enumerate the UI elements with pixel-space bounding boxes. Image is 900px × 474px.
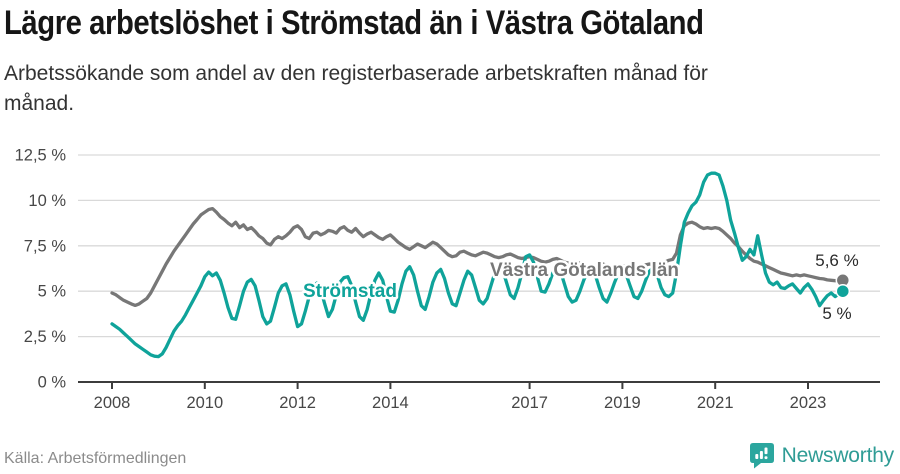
series-end-dot-stromstad <box>835 283 851 299</box>
chart-plot-area: 0 % 2,5 % 5 % 7,5 % 10 % 12,5 % 2008 2010 2012 20… <box>15 147 880 412</box>
series-line-stromstad <box>110 171 845 359</box>
y-axis-label: 10 % <box>28 192 66 210</box>
series-label-vastra-gotalands-lan: Västra Götalands län <box>490 260 679 281</box>
series-line-vastra_gotaland <box>110 206 845 308</box>
source-note: Källa: Arbetsförmedlingen <box>4 450 187 467</box>
x-axis-label: 2023 <box>790 394 827 412</box>
x-axis-label: 2019 <box>604 394 641 412</box>
x-axis-label: 2010 <box>186 394 223 412</box>
x-axis-label: 2008 <box>94 394 131 412</box>
x-axis-label: 2021 <box>697 394 734 412</box>
chart-title: Lägre arbetslöshet i Strömstad än i Väst… <box>4 4 704 42</box>
newsworthy-wordmark: Newsworthy <box>781 443 895 467</box>
newsworthy-logo: Newsworthy <box>749 442 894 469</box>
chart-annotations: Västra Götalands län Strömstad 5,6 % 5 % <box>301 249 861 325</box>
x-axis-label: 2014 <box>372 394 409 412</box>
y-axis-label: 0 % <box>38 374 67 392</box>
y-axis-label: 5 % <box>38 283 67 301</box>
bar-chart-pin-icon <box>749 443 774 469</box>
x-axis-label: 2012 <box>279 394 316 412</box>
series-label-stromstad: Strömstad <box>303 281 397 302</box>
y-axis-label: 7,5 % <box>24 237 67 255</box>
y-axis-label: 12,5 % <box>15 147 67 165</box>
end-value-label-stromstad: 5 % <box>822 304 851 323</box>
y-axis-label: 2,5 % <box>24 328 67 346</box>
end-value-label-vastra-gotaland: 5,6 % <box>815 251 858 270</box>
x-axis-label: 2017 <box>511 394 548 412</box>
chart-subtitle: Arbetssökande som andel av den registerb… <box>4 62 708 116</box>
